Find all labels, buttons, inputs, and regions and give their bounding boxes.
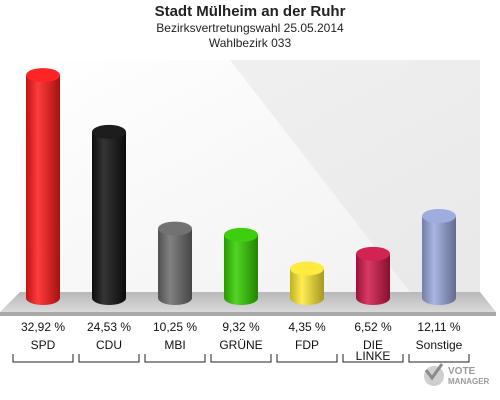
chart-subtitle-district: Wahlbezirk 033: [208, 36, 292, 50]
chart-header: Stadt Mülheim an der Ruhr Bezirksvertret…: [0, 2, 500, 51]
category-label: SPD: [31, 338, 56, 352]
bar-spd: [26, 68, 60, 306]
category-bracket: [210, 354, 272, 363]
category-label: DIE: [363, 338, 383, 352]
category-label: LINKE: [356, 349, 391, 363]
category-bracket: [12, 354, 74, 363]
bar-sonstige: [422, 208, 456, 305]
value-label: 24,53 %: [87, 320, 131, 334]
value-label: 9,32 %: [222, 320, 260, 334]
category-label: CDU: [96, 338, 122, 352]
category-bracket: [78, 354, 140, 363]
bar-die-linke: [356, 246, 390, 305]
bar-gr-ne: [224, 227, 258, 305]
category-label: GRÜNE: [219, 338, 262, 352]
value-label: 6,52 %: [354, 320, 392, 334]
category-label: FDP: [295, 338, 319, 352]
bar-mbi: [158, 221, 192, 305]
value-label: 10,25 %: [153, 320, 197, 334]
bar-fdp: [290, 261, 324, 305]
category-label: MBI: [164, 338, 185, 352]
value-label: 32,92 %: [21, 320, 65, 334]
value-label: 12,11 %: [417, 320, 460, 334]
category-bracket: [408, 354, 470, 363]
category-bracket: [342, 354, 404, 363]
vote-manager-logo: VOTE MANAGER: [424, 363, 490, 386]
category-bracket: [276, 354, 338, 363]
watermark-line2: MANAGER: [448, 377, 490, 386]
category-label: Sonstige: [416, 338, 463, 352]
category-bracket: [144, 354, 206, 363]
chart-title: Stadt Mülheim an der Ruhr: [154, 3, 346, 20]
bar-cdu: [92, 124, 126, 305]
value-label: 4,35 %: [288, 320, 326, 334]
watermark-line1: VOTE: [448, 366, 476, 377]
chart-subtitle: Bezirksvertretungswahl 25.05.2014: [156, 21, 344, 35]
